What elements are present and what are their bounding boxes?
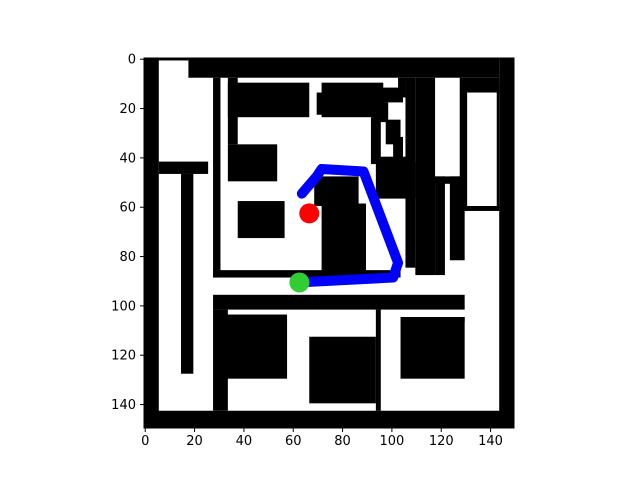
- wall-block: [227, 82, 310, 118]
- x-tick-label: 140: [478, 434, 503, 449]
- x-tick-label: 20: [186, 434, 203, 449]
- x-axis: 0 20 40 60 80 100 120 140: [141, 428, 503, 449]
- wall-block: [435, 176, 445, 276]
- wall-block: [321, 203, 366, 273]
- wall-block: [459, 92, 468, 211]
- wall-block: [158, 161, 209, 174]
- wall-block: [237, 201, 285, 239]
- start-marker: [299, 203, 320, 224]
- wall-block: [309, 336, 376, 404]
- y-tick-label: 120: [111, 349, 136, 364]
- x-tick-label: 40: [236, 434, 253, 449]
- wall-block: [400, 317, 465, 379]
- y-tick-label: 100: [111, 299, 136, 314]
- wall-block: [144, 58, 159, 428]
- wall-block: [378, 87, 403, 103]
- wall-block: [220, 314, 288, 379]
- wall-block: [370, 117, 381, 165]
- wall-block: [144, 410, 514, 428]
- x-tick-label: 0: [141, 434, 149, 449]
- wall-block: [449, 176, 465, 261]
- wall-block: [459, 77, 500, 93]
- x-tick-label: 80: [334, 434, 351, 449]
- wall-block: [144, 58, 189, 61]
- wall-block: [213, 270, 401, 278]
- wall-block: [459, 206, 500, 211]
- wall-block: [213, 77, 221, 278]
- wall-block: [375, 309, 381, 411]
- x-tick-label: 100: [379, 434, 404, 449]
- y-tick-label: 40: [119, 151, 136, 166]
- goal-marker: [289, 272, 310, 293]
- wall-block: [213, 294, 465, 310]
- wall-block: [181, 173, 194, 374]
- y-tick-label: 20: [119, 102, 136, 117]
- y-tick-label: 140: [111, 398, 136, 413]
- wall-block: [375, 161, 416, 199]
- x-tick-label: 120: [429, 434, 454, 449]
- wall-block: [415, 77, 436, 276]
- y-tick-label: 0: [128, 53, 136, 68]
- wall-block: [321, 82, 384, 118]
- y-tick-label: 60: [119, 201, 136, 216]
- planned-path: [291, 164, 404, 288]
- wall-block: [435, 317, 465, 322]
- walls-layer: [144, 58, 514, 428]
- plot-area: [143, 57, 515, 429]
- wall-block: [188, 58, 500, 78]
- wall-block: [227, 144, 278, 182]
- y-axis: 0 20 40 60 80 100 120 140: [111, 53, 144, 413]
- wall-block: [398, 77, 406, 98]
- y-tick-label: 80: [119, 250, 136, 265]
- wall-block: [316, 92, 325, 115]
- wall-block: [499, 58, 514, 428]
- axes-frame: [143, 57, 515, 429]
- wall-block: [496, 82, 500, 211]
- wall-block: [314, 176, 359, 206]
- x-tick-label: 60: [285, 434, 302, 449]
- wall-block: [393, 136, 403, 160]
